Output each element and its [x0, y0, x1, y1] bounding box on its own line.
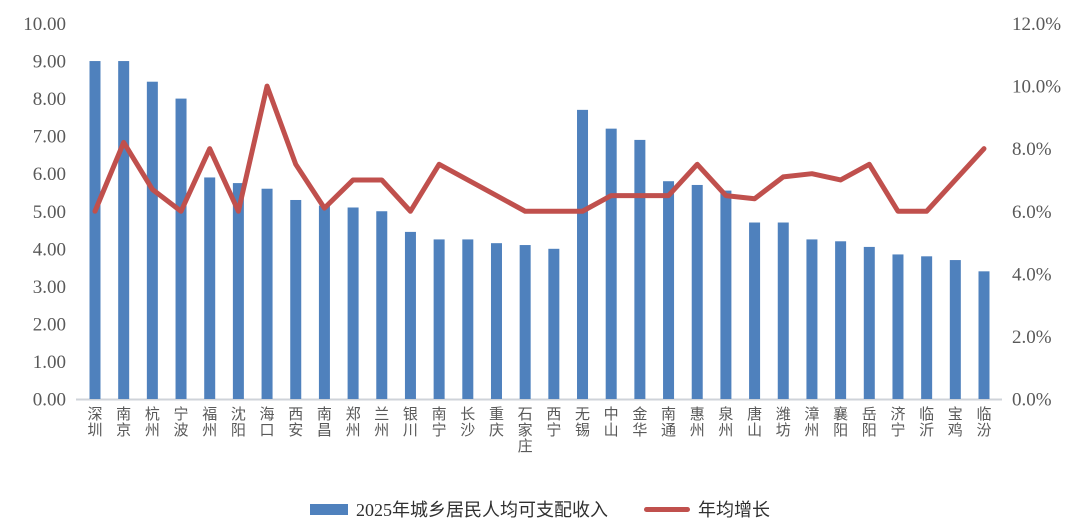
bar-17 — [577, 109, 589, 400]
bar-7 — [290, 199, 302, 399]
left-axis-tick: 3.00 — [33, 277, 66, 298]
bar-10 — [376, 211, 388, 399]
bar-0 — [89, 61, 101, 400]
bar-21 — [691, 184, 703, 399]
legend-bar-swatch — [310, 503, 348, 515]
right-axis-tick: 10.0% — [1012, 77, 1061, 98]
bar-23 — [749, 222, 761, 399]
bar-30 — [949, 260, 961, 399]
bar-19 — [634, 139, 646, 399]
bar-28 — [892, 254, 904, 399]
bar-2 — [146, 81, 158, 399]
bar-24 — [777, 222, 789, 399]
bar-16 — [548, 248, 560, 399]
legend-line-label: 年均增长 — [698, 500, 770, 520]
bar-15 — [519, 245, 531, 399]
left-axis-tick: 4.00 — [33, 239, 66, 260]
left-axis-tick: 2.00 — [33, 314, 66, 335]
bar-8 — [318, 205, 330, 399]
bar-5 — [232, 183, 244, 399]
bar-9 — [347, 207, 359, 399]
bar-31 — [978, 271, 990, 399]
legend: 2025年城乡居民人均可支配收入 年均增长 — [0, 496, 1080, 522]
bar-12 — [433, 239, 445, 399]
bar-6 — [261, 188, 273, 399]
bar-13 — [462, 239, 474, 399]
right-axis-tick: 8.0% — [1012, 139, 1052, 160]
left-axis-tick: 9.00 — [33, 52, 66, 73]
left-axis-tick: 7.00 — [33, 127, 66, 148]
bar-11 — [404, 231, 416, 399]
left-axis-tick: 6.00 — [33, 164, 66, 185]
bar-20 — [663, 181, 675, 399]
left-axis-tick: 0.00 — [33, 390, 66, 411]
bar-26 — [835, 241, 847, 399]
bar-29 — [921, 256, 933, 399]
right-axis-tick: 6.0% — [1012, 202, 1052, 223]
right-axis-tick: 12.0% — [1012, 14, 1061, 35]
right-axis-tick: 0.0% — [1012, 390, 1052, 411]
bar-27 — [863, 246, 875, 399]
bar-3 — [175, 98, 187, 399]
left-axis-tick: 10.00 — [23, 14, 66, 35]
bar-25 — [806, 239, 818, 399]
legend-line-swatch — [644, 506, 690, 512]
legend-bar-label: 2025年城乡居民人均可支配收入 — [356, 500, 608, 520]
bar-14 — [490, 243, 502, 399]
bar-1 — [118, 61, 130, 400]
right-axis-tick: 2.0% — [1012, 327, 1052, 348]
growth-line — [92, 83, 987, 214]
left-axis-tick: 8.00 — [33, 89, 66, 110]
left-axis-tick: 5.00 — [33, 202, 66, 223]
bar-18 — [605, 128, 617, 399]
bar-22 — [720, 190, 732, 399]
left-axis-tick: 1.00 — [33, 352, 66, 373]
right-axis-tick: 4.0% — [1012, 264, 1052, 285]
bar-4 — [204, 177, 216, 399]
